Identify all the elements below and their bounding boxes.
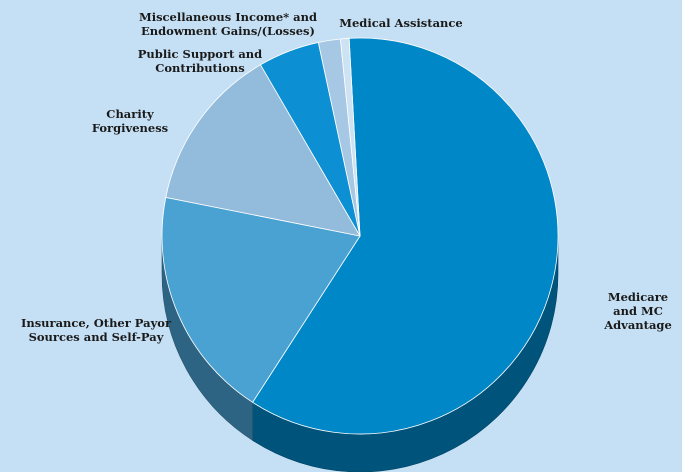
- slice-label-charity: Charity Forgiveness: [91, 107, 169, 135]
- pie-slices: [161, 37, 559, 435]
- slice-medicare: [252, 37, 559, 435]
- slice-label-insurance: Insurance, Other Payor Sources and Self-…: [20, 316, 172, 344]
- slice-medical-assistance: [339, 37, 361, 237]
- slice-label-medicare: Medicare and MC Advantage: [604, 290, 672, 332]
- slice-label-public-support: Public Support and Contributions: [137, 47, 263, 75]
- slice-label-medical-assistance: Medical Assistance: [339, 16, 463, 30]
- slice-label-misc-income: Miscellaneous Income* and Endowment Gain…: [138, 10, 318, 38]
- slice-insurance: [161, 196, 361, 403]
- slice-charity: [165, 64, 361, 237]
